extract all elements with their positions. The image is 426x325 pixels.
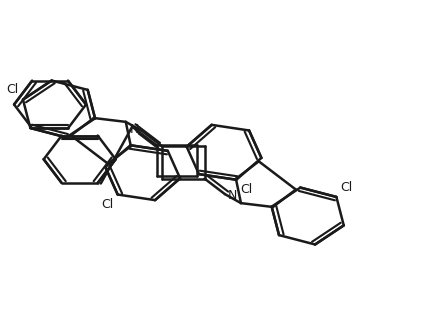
Text: Cl: Cl	[341, 181, 353, 194]
Text: N: N	[227, 188, 237, 202]
Text: Cl: Cl	[6, 84, 19, 97]
Text: N: N	[130, 124, 139, 136]
Text: Cl: Cl	[241, 183, 253, 196]
Text: Cl: Cl	[101, 198, 113, 211]
